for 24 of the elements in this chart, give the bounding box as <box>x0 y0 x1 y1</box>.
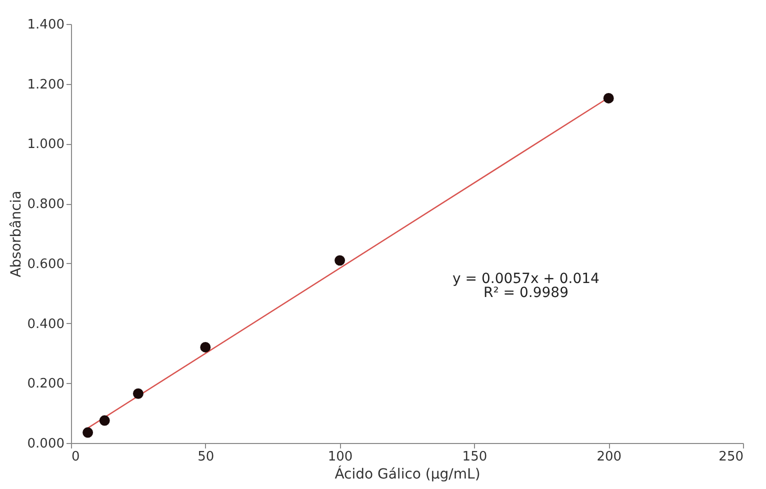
point <box>334 255 346 266</box>
annotation: y = 0.0057x + 0.014 <box>452 271 600 287</box>
x-tick-label: 150 <box>462 450 488 464</box>
x-tick-label: 200 <box>596 450 622 464</box>
point <box>99 415 110 426</box>
point <box>200 342 211 352</box>
y-tick-label: 0.200 <box>27 376 64 392</box>
y-tick-label: 1.200 <box>27 77 64 92</box>
annotation: R² = 0.9989 <box>484 285 568 301</box>
y-tick-label: 1.000 <box>27 137 64 152</box>
y-tick-label: 0.400 <box>27 316 64 332</box>
y-tick-label: 0.600 <box>27 256 64 272</box>
y-tick-label: 0.000 <box>27 436 64 452</box>
x-axis-title: Ácido Gálico (µg/mL) <box>334 466 480 482</box>
x-tick-label: 50 <box>198 450 214 464</box>
x-tick-label: 0 <box>72 450 80 464</box>
point <box>82 427 94 438</box>
point <box>603 92 614 104</box>
y-tick-label: 1.400 <box>27 18 64 32</box>
point <box>132 388 144 399</box>
y-axis-title: Absorbância <box>8 190 24 278</box>
y-tick-label: 0.800 <box>27 197 64 212</box>
x-tick-label: 250 <box>718 450 744 464</box>
x-tick-label: 100 <box>328 450 353 464</box>
